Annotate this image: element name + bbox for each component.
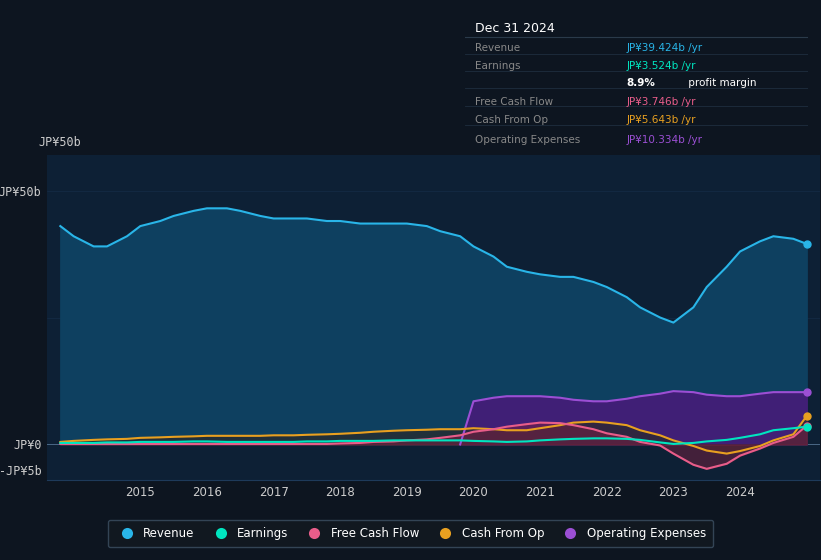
Text: profit margin: profit margin (685, 78, 756, 88)
Legend: Revenue, Earnings, Free Cash Flow, Cash From Op, Operating Expenses: Revenue, Earnings, Free Cash Flow, Cash … (108, 520, 713, 547)
Text: 8.9%: 8.9% (626, 78, 655, 88)
Text: Free Cash Flow: Free Cash Flow (475, 97, 553, 106)
Text: Operating Expenses: Operating Expenses (475, 134, 580, 144)
Text: JP¥10.334b /yr: JP¥10.334b /yr (626, 134, 702, 144)
Text: JP¥39.424b /yr: JP¥39.424b /yr (626, 43, 702, 53)
Text: Cash From Op: Cash From Op (475, 115, 548, 125)
Text: Earnings: Earnings (475, 62, 521, 71)
Text: JP¥5.643b /yr: JP¥5.643b /yr (626, 115, 695, 125)
Text: JP¥3.746b /yr: JP¥3.746b /yr (626, 97, 695, 106)
Text: JP¥3.524b /yr: JP¥3.524b /yr (626, 62, 695, 71)
Text: JP¥50b: JP¥50b (39, 137, 81, 150)
Text: Dec 31 2024: Dec 31 2024 (475, 22, 555, 35)
Text: Revenue: Revenue (475, 43, 521, 53)
